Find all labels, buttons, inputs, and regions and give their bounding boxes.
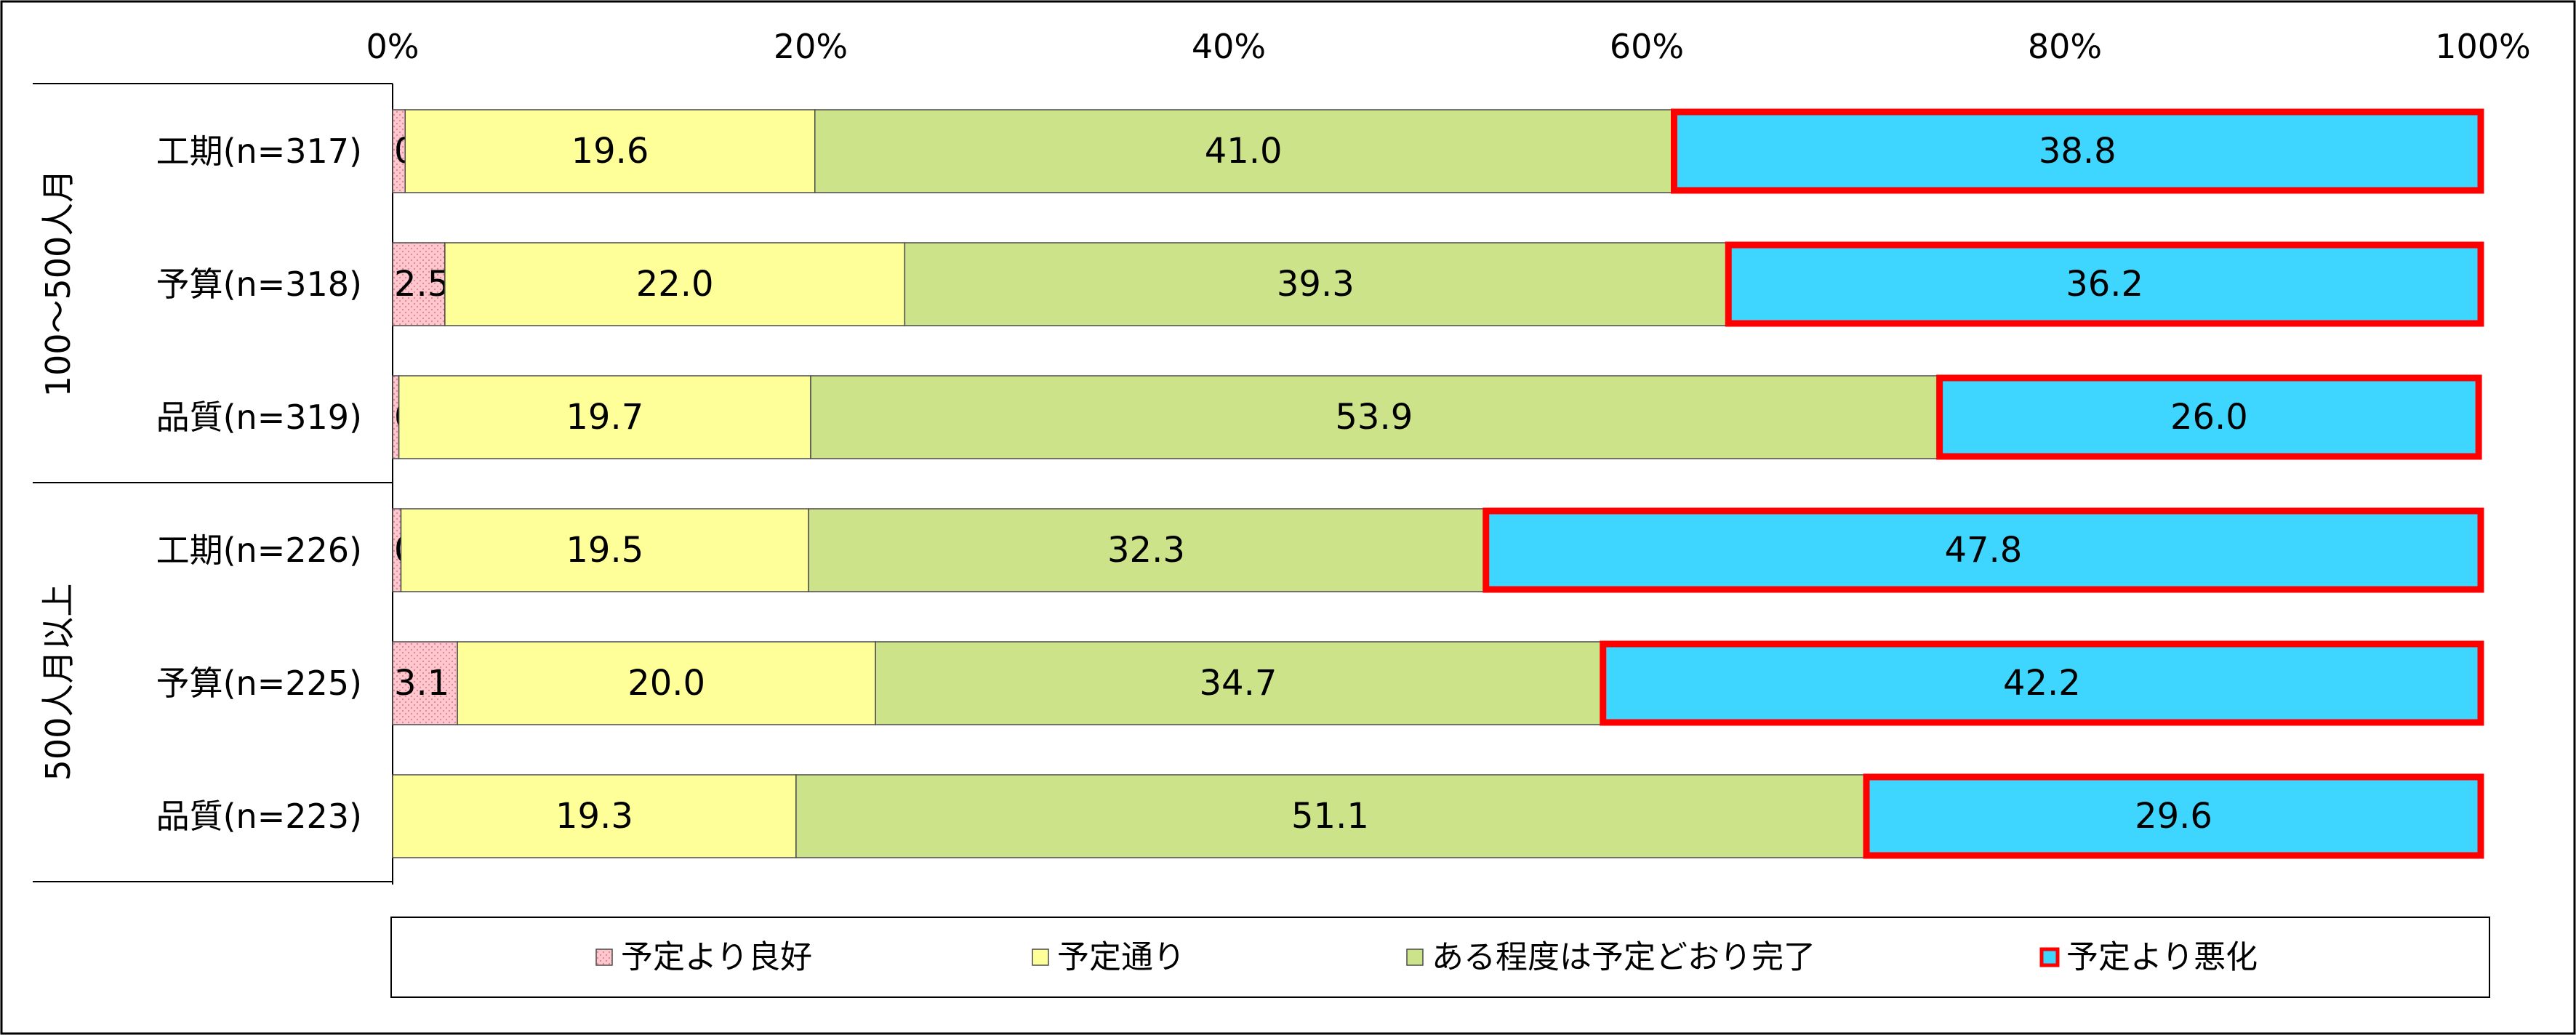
legend-label: 予定より良好 xyxy=(621,939,812,976)
bar-segment xyxy=(1863,774,2484,858)
category-label: 予算(n=318) xyxy=(156,265,362,304)
x-axis: 0% 20% 40% 60% 80% 100% xyxy=(366,27,2531,885)
legend-label: ある程度は予定どおり完了 xyxy=(1432,939,1815,976)
data-label: 41.0 xyxy=(1205,131,1283,172)
data-label: 38.8 xyxy=(2039,131,2116,172)
x-tick-label: 20% xyxy=(774,27,848,66)
data-label: 42.2 xyxy=(2003,663,2081,704)
legend-swatch xyxy=(1032,949,1049,966)
x-tick-label: 80% xyxy=(2028,27,2102,66)
bar-segment xyxy=(810,375,1938,459)
legend-swatch xyxy=(595,949,613,966)
legend-box xyxy=(390,917,2490,998)
category-label: 品質(n=223) xyxy=(156,797,362,836)
bar-segment xyxy=(1483,508,2484,592)
data-label: 47.8 xyxy=(1944,530,2022,571)
x-tick-label: 100% xyxy=(2435,27,2531,66)
plot-area: 工期(n=317)0.619.641.038.8予算(n=318)2.522.0… xyxy=(156,108,2484,859)
bar-highlight-border xyxy=(1600,640,2484,726)
bar-highlight-border xyxy=(1671,108,2484,194)
bar-segment xyxy=(875,641,1602,725)
data-label: 19.3 xyxy=(555,796,633,837)
data-label: 36.2 xyxy=(2066,264,2143,305)
data-label: 39.3 xyxy=(1277,264,1355,305)
data-label: 22.0 xyxy=(636,264,714,305)
data-label: 53.9 xyxy=(1335,397,1413,438)
bar-highlight-border xyxy=(1863,773,2484,859)
data-label: 29.6 xyxy=(2135,796,2212,837)
bar-segment xyxy=(814,109,1673,193)
bar-highlight-border xyxy=(1482,507,2484,593)
bar-segment xyxy=(400,508,809,592)
bar-segment xyxy=(1600,641,2484,725)
bar-segment xyxy=(1936,375,2481,459)
legend-label: 予定より悪化 xyxy=(2066,939,2258,976)
category-label: 工期(n=226) xyxy=(156,531,362,570)
bar-segment xyxy=(392,242,446,326)
category-groups: 100～500人月 500人月以上 xyxy=(33,83,393,882)
bar-segment xyxy=(1725,242,2484,326)
group-label: 100～500人月 xyxy=(39,169,78,398)
x-tick-label: 60% xyxy=(1610,27,1684,66)
bar-segment xyxy=(904,242,1727,326)
legend-swatch xyxy=(1406,949,1424,966)
data-label: 19.6 xyxy=(571,131,649,172)
group-label: 500人月以上 xyxy=(39,584,78,781)
bar-segment xyxy=(795,774,1865,858)
x-tick-label: 40% xyxy=(1192,27,1266,66)
bar-segment xyxy=(392,774,797,858)
data-label: 19.7 xyxy=(566,397,643,438)
data-label: 26.0 xyxy=(2170,397,2248,438)
bar-segment xyxy=(392,641,458,725)
legend: 予定より良好 予定通り ある程度は予定どおり完了 予定より悪化 xyxy=(390,917,2490,998)
data-label: 20.0 xyxy=(627,663,705,704)
data-label: 2.5 xyxy=(394,264,449,305)
data-label: 51.1 xyxy=(1291,796,1369,837)
category-label: 品質(n=319) xyxy=(156,398,362,437)
category-label: 工期(n=317) xyxy=(156,132,362,171)
bar-highlight-border xyxy=(1725,241,2484,327)
bar-segment xyxy=(444,242,906,326)
data-label: 3.1 xyxy=(394,663,449,704)
data-label: 19.5 xyxy=(566,530,643,571)
category-label: 予算(n=225) xyxy=(156,664,362,703)
x-tick-label: 0% xyxy=(366,27,420,66)
bar-highlight-border xyxy=(1936,374,2482,460)
data-label: 32.3 xyxy=(1107,530,1185,571)
data-label: 34.7 xyxy=(1200,663,1277,704)
legend-label: 予定通り xyxy=(1057,939,1185,976)
legend-swatch xyxy=(2039,947,2060,967)
